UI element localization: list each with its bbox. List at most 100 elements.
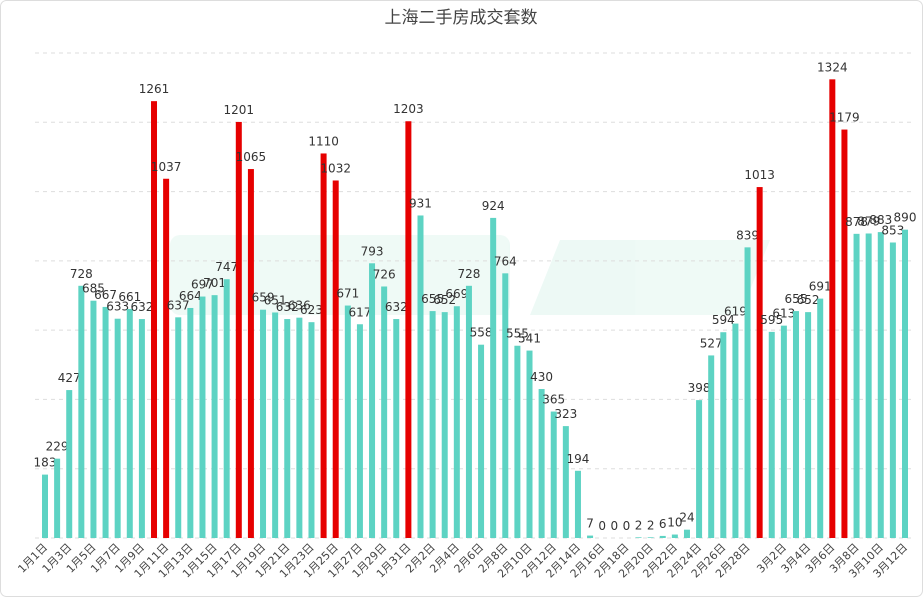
bar: [756, 187, 763, 538]
bar: [260, 309, 267, 538]
bar: [429, 311, 436, 538]
bar: [284, 319, 291, 538]
bar: [659, 535, 666, 538]
value-label: 669: [445, 287, 468, 301]
value-label: 659: [252, 291, 275, 305]
value-label: 7: [586, 517, 594, 531]
value-label: 655: [421, 292, 444, 306]
bar: [54, 458, 61, 538]
bar: [841, 129, 848, 538]
value-label: 924: [482, 199, 505, 213]
bar: [42, 474, 48, 538]
bar: [671, 534, 678, 538]
value-label: 633: [106, 300, 129, 314]
value-label: 24: [679, 511, 694, 525]
bar: [574, 470, 581, 538]
bar: [211, 295, 218, 538]
value-label: 0: [610, 519, 618, 533]
bar: [405, 121, 412, 538]
bar: [465, 285, 472, 538]
value-label: 541: [518, 332, 541, 346]
value-label: 623: [300, 303, 323, 317]
value-label: 1324: [817, 60, 848, 74]
bar: [453, 306, 460, 538]
bar: [526, 350, 533, 538]
value-label: 764: [494, 254, 517, 268]
value-label: 1032: [320, 161, 351, 175]
bar: [683, 529, 690, 538]
value-label: 655: [785, 292, 808, 306]
bar: [853, 233, 860, 539]
value-label: 427: [58, 371, 81, 385]
value-label: 1013: [744, 168, 775, 182]
bar: [538, 389, 545, 538]
value-label: 323: [554, 407, 577, 421]
value-label: 0: [623, 519, 631, 533]
bar: [78, 285, 85, 538]
value-label: 1037: [151, 160, 182, 174]
value-label: 632: [276, 300, 299, 314]
value-label: 6: [659, 517, 667, 531]
bar: [696, 400, 703, 538]
bar: [320, 153, 327, 538]
bar: [235, 121, 242, 539]
value-label: 430: [530, 370, 553, 384]
bar: [635, 537, 642, 538]
watermark: [170, 235, 770, 315]
value-label: 664: [179, 289, 202, 303]
value-label: 365: [542, 393, 565, 407]
value-label: 652: [433, 293, 456, 307]
bar: [272, 312, 279, 538]
value-label: 1261: [139, 82, 170, 96]
value-label: 879: [857, 214, 880, 228]
bar: [199, 296, 206, 538]
value-label: 878: [845, 215, 868, 229]
value-label: 697: [191, 278, 214, 292]
bar: [817, 298, 824, 538]
bar: [381, 286, 388, 538]
bar: [296, 317, 303, 538]
bar: [441, 312, 448, 538]
value-label: 1110: [308, 134, 339, 148]
bar: [102, 306, 109, 538]
bar: [877, 232, 884, 538]
bar: [514, 345, 521, 538]
bar: [478, 344, 485, 538]
value-label: 661: [118, 290, 141, 304]
bar: [732, 323, 739, 538]
value-label: 619: [724, 305, 747, 319]
value-label: 839: [736, 228, 759, 242]
value-label: 667: [94, 288, 117, 302]
value-label: 632: [130, 300, 153, 314]
bar: [114, 318, 121, 538]
bar: [151, 101, 158, 539]
value-label: 728: [70, 267, 93, 281]
value-label: 1201: [224, 103, 255, 117]
bar: [805, 312, 812, 538]
bar: [865, 233, 872, 538]
bar: [550, 411, 557, 538]
bar: [829, 79, 836, 538]
bar: [490, 217, 497, 538]
bar: [332, 180, 339, 538]
bar: [720, 332, 727, 538]
value-label: 652: [797, 293, 820, 307]
value-label: 853: [881, 223, 904, 237]
value-label: 594: [712, 313, 735, 327]
bar: [708, 355, 715, 538]
value-label: 595: [760, 313, 783, 327]
value-label: 685: [82, 282, 105, 296]
bar: [587, 535, 594, 538]
value-label: 555: [506, 327, 529, 341]
value-label: 671: [336, 287, 359, 301]
value-label: 617: [348, 305, 371, 319]
bar: [369, 263, 376, 538]
value-label: 883: [869, 213, 892, 227]
value-label: 890: [894, 211, 917, 225]
value-label: 726: [373, 267, 396, 281]
value-label: 1065: [236, 150, 267, 164]
value-label: 793: [361, 244, 384, 258]
value-label: 229: [46, 440, 69, 454]
bar: [889, 242, 896, 538]
